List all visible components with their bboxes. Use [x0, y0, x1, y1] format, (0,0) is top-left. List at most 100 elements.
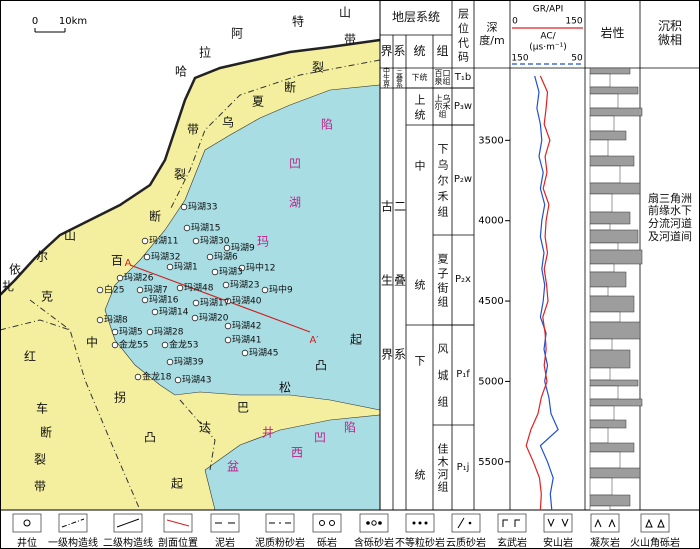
legend-label: 二级构造线	[103, 536, 153, 549]
first-order-boundary	[0, 38, 381, 296]
legend-label: 火山角砾岩	[630, 536, 680, 549]
header: 地层系统	[391, 9, 440, 24]
depth-label: 5500	[478, 457, 503, 468]
lithology-band	[589, 242, 619, 251]
lithology-band	[589, 349, 631, 369]
region-label: 井	[262, 426, 274, 440]
log-scale: 0	[512, 17, 518, 27]
legend-symbol	[424, 521, 428, 525]
series: 中统	[413, 160, 426, 290]
well	[206, 253, 214, 261]
lithology-band	[589, 467, 641, 479]
region-label: 裂	[34, 453, 46, 467]
lithology-band	[589, 223, 611, 231]
legend-symbol	[547, 518, 569, 528]
legend-symbol	[319, 520, 325, 526]
legend-symbol	[645, 518, 665, 528]
well-label: 玛湖30	[200, 236, 230, 247]
lithology-band	[589, 379, 639, 387]
legend-label: 含砾砂岩	[354, 536, 394, 549]
lithology-band	[589, 295, 635, 313]
lithology-band	[589, 155, 635, 167]
region-label: 断	[284, 80, 296, 95]
profile-label: A′	[309, 335, 319, 346]
well-label: 玛中12	[246, 262, 275, 274]
well	[161, 341, 169, 349]
well-label: 玛湖23	[230, 280, 259, 291]
profile-label: A	[125, 258, 132, 269]
lithology-band	[589, 73, 611, 88]
legend-label: 不等粒砂岩	[395, 536, 445, 549]
well-label: 玛湖42	[232, 321, 261, 332]
well-label: 玛湖33	[188, 202, 217, 213]
well	[111, 328, 119, 336]
legend-label: 玄武岩	[497, 536, 527, 549]
well	[96, 286, 104, 294]
region-label: 西	[291, 446, 303, 460]
header: 岩性	[600, 26, 625, 41]
scale-label: 0	[32, 16, 38, 27]
well	[241, 349, 249, 357]
well	[223, 244, 231, 252]
gr-curve	[525, 75, 551, 511]
lithology-band	[589, 338, 613, 351]
region-label: 尔	[36, 249, 48, 264]
legend-label: 云质砂岩	[446, 536, 486, 549]
well	[211, 268, 219, 276]
well-label: 玛湖5	[119, 327, 143, 338]
region-label: 扎	[2, 280, 14, 294]
region-label: 湖	[289, 195, 301, 210]
depth-label: 3500	[478, 135, 503, 146]
well-label: 玛湖26	[124, 273, 154, 284]
well	[176, 284, 184, 292]
legend-label: 泥质粉砂岩	[255, 536, 305, 549]
region-label: 达	[199, 421, 211, 435]
profile-line	[129, 264, 311, 333]
formation: 佳木河组	[436, 443, 449, 492]
well-label: 金龙55	[119, 339, 148, 351]
well	[224, 297, 232, 305]
region-label: 依	[9, 262, 21, 277]
well	[146, 328, 154, 336]
log-scale: 50	[571, 54, 583, 64]
region-label: 裂	[174, 168, 186, 182]
legend-symbol	[468, 521, 472, 525]
region-label: 山	[64, 229, 76, 243]
region-label: 凸	[144, 431, 156, 445]
region-label: 百	[111, 254, 123, 268]
well-label: 玛中9	[269, 284, 293, 296]
region-label: 拐	[114, 390, 126, 405]
well-label: 玛湖40	[232, 296, 262, 307]
well-label: 玛湖17	[200, 298, 229, 309]
legend-symbol	[412, 521, 416, 525]
region-label: 裂	[312, 61, 324, 75]
log-name: AC/	[540, 32, 556, 42]
lithology-band	[589, 451, 621, 469]
region-label: 起	[350, 333, 362, 347]
region-label: 陷	[321, 117, 333, 132]
log-scale: 150	[565, 17, 582, 27]
well	[151, 308, 159, 316]
region-label: 凹	[314, 431, 326, 445]
well-label: 玛湖28	[154, 327, 184, 338]
log-name: GR/API	[533, 5, 564, 15]
legend-label: 井位	[17, 536, 37, 549]
sag-area	[104, 84, 381, 411]
well	[261, 286, 269, 294]
well	[224, 336, 232, 344]
series: 上统	[413, 94, 426, 120]
lithology-band	[589, 419, 627, 429]
header: 界	[380, 43, 393, 58]
formation-code: P₂w	[453, 174, 473, 186]
lithology-band	[589, 385, 619, 400]
fault-line	[0, 319, 71, 331]
lithology-band	[589, 193, 613, 213]
header: 沉积微相	[657, 19, 682, 47]
well	[183, 224, 191, 232]
legend-symbol	[23, 519, 31, 527]
lithology-band	[589, 139, 609, 157]
mountain-area	[0, 0, 380, 295]
legend-symbol	[502, 519, 520, 527]
